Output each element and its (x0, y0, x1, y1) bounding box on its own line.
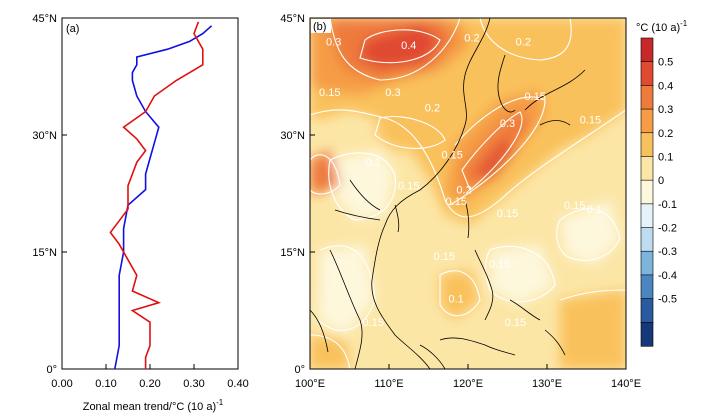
contour-label: 0.15 (398, 181, 419, 193)
colorbar-swatch (640, 85, 654, 110)
panel-a-tag: (a) (66, 23, 79, 35)
panel-a: (a) 0°15°N30°N45°N 0.00 0.10 0.20 0.30 0.40 … (32, 13, 248, 413)
colorbar-swatch (640, 179, 654, 205)
contour-label: 0.15 (489, 259, 510, 271)
colorbar-label: 0.4 (658, 80, 673, 92)
colorbar-label: -0.4 (658, 270, 677, 282)
contour-label: 0.2 (464, 32, 479, 44)
colorbar: °C (10 a)-1 0.5 0.4 0.3 0.2 0.1 0 -0.1 -0.2 -0.3… (636, 19, 688, 347)
contour-label: 0.15 (362, 317, 383, 329)
colorbar-label: 0.3 (658, 104, 673, 116)
colorbar-label: 0.2 (658, 128, 673, 140)
panel-a-x-axis-label: Zonal mean trend/°C (10 a)-1 (83, 398, 224, 413)
colorbar-swatch (640, 37, 654, 63)
contour-label: 0.1 (366, 157, 381, 169)
colorbar-swatch (640, 250, 654, 276)
panel-a-x-tick-label: 0.10 (95, 378, 116, 390)
contour-label: 0.2 (425, 103, 440, 115)
contour-label: 0.4 (401, 40, 416, 52)
contour-label: 0.3 (385, 87, 400, 99)
panel-a-y-tick-label: 0° (46, 364, 57, 376)
colorbar-labels: 0.5 0.4 0.3 0.2 0.1 0 -0.1 -0.2 -0.3 -0.4 -0.5 (658, 57, 677, 306)
panel-b-x-tick-label: 110°E (374, 378, 403, 390)
colorbar-swatch (640, 132, 654, 158)
panel-a-x-tick-label: 0.20 (139, 378, 160, 390)
panel-b-x-ticks: 100°E 110°E 120°E 130°E 140°E (295, 364, 641, 390)
contour-label: 0.15 (319, 87, 340, 99)
contour-label: 0.15 (524, 91, 545, 103)
panel-b-contour-labels: 0.40.30.30.30.2 0.20.20.20.15 0.150.150.15… (319, 32, 602, 329)
panel-a-x-tick-label: 0.40 (227, 378, 248, 390)
contour-label: 0.15 (441, 149, 462, 161)
panel-a-series (109, 21, 213, 370)
contour-label: 0.15 (445, 196, 466, 208)
contour-label: 0.1 (449, 294, 464, 306)
colorbar-swatch (640, 274, 654, 300)
panel-b-x-tick-label: 130°E (532, 378, 562, 390)
contour-label: 0.3 (500, 118, 515, 130)
panel-b-y-tick-label: 0° (294, 364, 305, 376)
contour-label: 0.2 (516, 36, 531, 48)
contour-label: 0.2 (456, 185, 471, 197)
panel-b-tag: (b) (313, 21, 326, 33)
panel-a-y-tick-label: 45°N (32, 13, 57, 25)
colorbar-swatch (640, 108, 654, 134)
colorbar-swatch (640, 156, 654, 181)
colorbar-title: °C (10 a)-1 (636, 19, 688, 34)
contour-label: 0.3 (326, 36, 341, 48)
colorbar-label: 0.5 (658, 57, 673, 69)
colorbar-swatch (640, 203, 654, 229)
panel-b-y-ticks: 0° 15°N 30°N 45°N (280, 13, 315, 376)
colorbar-label: -0.5 (658, 294, 677, 306)
panel-a-x-tick-label: 0.30 (183, 378, 204, 390)
colorbar-label: -0.2 (658, 223, 677, 235)
panel-b-y-tick-label: 45°N (280, 13, 305, 25)
colorbar-label: 0 (658, 175, 664, 187)
colorbar-label: 0.1 (658, 152, 673, 164)
temperature-trend-field (310, 18, 626, 369)
contour-label: 0.15 (580, 114, 601, 126)
colorbar-label: -0.1 (658, 199, 677, 211)
panel-a-y-tick-label: 15°N (32, 247, 57, 259)
panel-b-y-tick-label: 15°N (280, 247, 305, 259)
panel-a-frame (61, 17, 239, 370)
colorbar-swatches (640, 37, 654, 347)
colorbar-label: -0.3 (658, 246, 677, 258)
panel-b-x-tick-label: 100°E (295, 378, 325, 390)
colorbar-swatch (640, 322, 654, 347)
panel-a-y-ticks: 0° 15°N 30°N 45°N (32, 13, 67, 376)
contour-label: 0.1 (587, 204, 602, 216)
panel-a-x-ticks: 0.00 0.10 0.20 0.30 0.40 (51, 364, 249, 390)
contour-label: 0.15 (497, 208, 518, 220)
series-line-2 (109, 21, 204, 369)
colorbar-swatch (640, 298, 654, 323)
panel-a-y-tick-label: 30°N (32, 130, 57, 142)
contour-label: 0.15 (564, 200, 585, 212)
panel-a-x-tick-label: 0.00 (51, 378, 72, 390)
panel-b-y-tick-label: 30°N (280, 130, 305, 142)
series-line-1 (114, 25, 213, 370)
colorbar-swatch (640, 227, 654, 252)
contour-label: 0.15 (505, 317, 526, 329)
panel-b-x-tick-label: 120°E (453, 378, 483, 390)
colorbar-swatch (640, 61, 654, 86)
panel-b-x-tick-label: 140°E (611, 378, 641, 390)
panel-b: (b) 0.40.30.30.30.2 0.20.20.20.15 0.150.15… (280, 13, 641, 390)
contour-label: 0.15 (434, 251, 455, 263)
